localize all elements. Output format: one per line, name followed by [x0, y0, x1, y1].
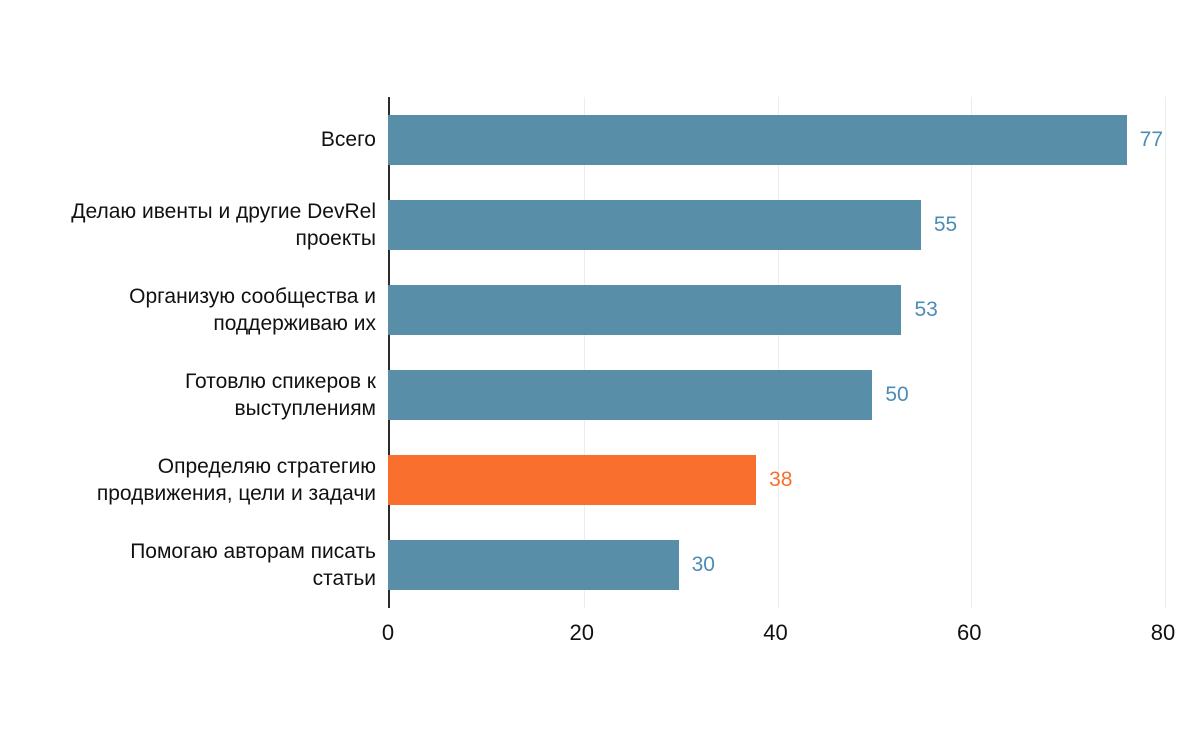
x-axis-tick-label: 20 [569, 620, 594, 645]
bar-area: 38 [388, 438, 1163, 523]
category-label: Готовлю спикеров к выступлениям [185, 370, 376, 421]
value-label: 38 [769, 468, 793, 492]
bar [388, 540, 679, 591]
bar [388, 370, 873, 421]
category-label: Определяю стратегию продвижения, цели и з… [96, 455, 376, 506]
gridline-40 [777, 97, 779, 608]
value-label: 50 [885, 383, 909, 407]
chart-row: Организую сообщества и поддерживаю их 53 [0, 267, 1163, 352]
x-axis-tick-label: 40 [763, 620, 788, 645]
value-label: 55 [933, 212, 958, 236]
x-axis-tick-label: 60 [957, 620, 982, 645]
category-label: Помогаю авторам писать статьи [130, 540, 376, 591]
category-label: Делаю ивенты и другие DevRel проекты [71, 199, 376, 250]
bar-area: 53 [388, 267, 1163, 352]
bar-area: 30 [388, 523, 1163, 608]
chart-row: Определяю стратегию продвижения, цели и з… [0, 438, 1163, 523]
chart-row: Всего 77 [0, 97, 1163, 182]
value-label: 77 [1139, 127, 1163, 151]
chart-row: Помогаю авторам писать статьи 30 [0, 523, 1163, 608]
bar-area: 55 [388, 182, 1163, 267]
bar-area: 50 [388, 353, 1163, 438]
value-label: 53 [914, 297, 938, 321]
plot-area [388, 97, 1166, 608]
chart-rows: Всего 77 Делаю ивенты и другие DevRel про… [0, 97, 1163, 608]
bar [388, 455, 757, 506]
category-label: Всего [320, 128, 376, 152]
category-label: Организую сообщества и поддерживаю их [129, 284, 376, 335]
chart-row: Готовлю спикеров к выступлениям 50 [0, 353, 1163, 438]
bar [388, 284, 902, 335]
gridline-80 [1165, 97, 1166, 608]
x-axis-tick-label: 0 [381, 620, 395, 645]
bar-area: 77 [388, 97, 1163, 182]
value-label: 30 [691, 553, 715, 577]
x-axis: 0 20 40 60 80 [382, 620, 1175, 650]
x-axis-tick-label: 80 [1150, 620, 1176, 645]
gridline-20 [583, 97, 585, 608]
gridline-60 [971, 97, 973, 608]
bar [388, 114, 1127, 165]
chart-row: Делаю ивенты и другие DevRel проекты 55 [0, 182, 1163, 267]
bar [388, 199, 921, 250]
